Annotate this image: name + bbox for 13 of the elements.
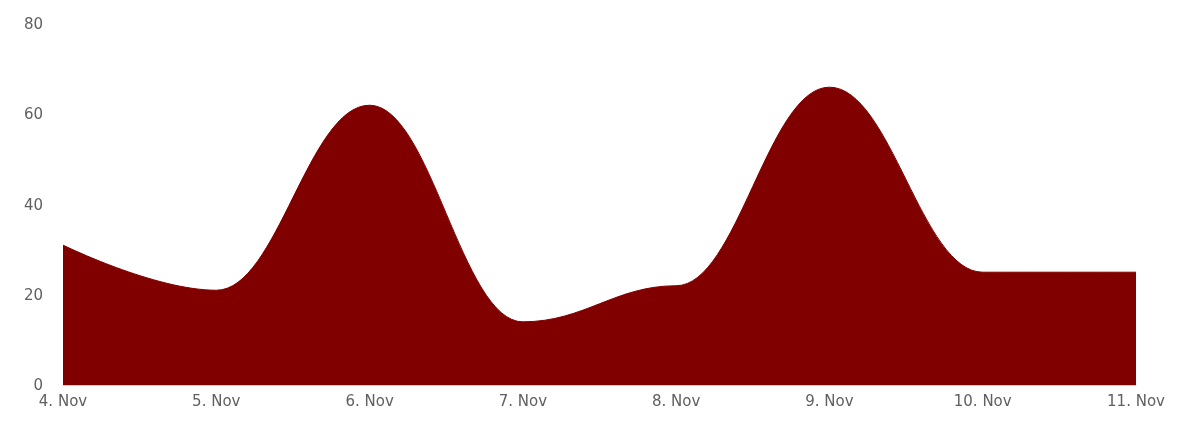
y-tick-label: 20 (23, 285, 43, 304)
y-tick-label: 80 (23, 15, 43, 33)
x-tick-label: 4. Nov (38, 391, 88, 410)
x-tick-label: 11. Nov (1107, 391, 1166, 410)
y-tick-label: 60 (23, 105, 43, 124)
x-tick-label: 9. Nov (805, 391, 854, 410)
x-tick-label: 5. Nov (192, 391, 241, 410)
x-tick-label: 8. Nov (651, 391, 701, 410)
y-tick-label: 0 (33, 376, 43, 394)
x-tick-label: 6. Nov (345, 391, 394, 410)
x-tick-label: 7. Nov (498, 391, 548, 410)
x-tick-label: 10. Nov (953, 391, 1012, 410)
y-tick-label: 40 (23, 195, 43, 214)
